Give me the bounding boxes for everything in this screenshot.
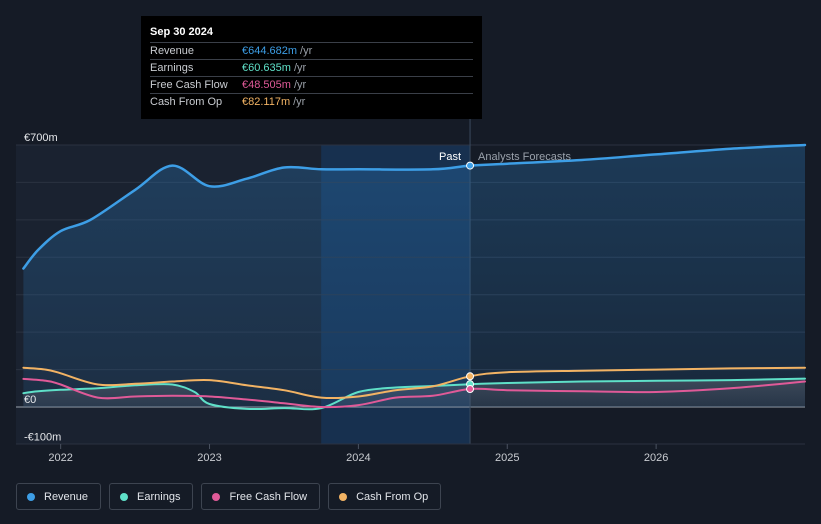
legend-dot-icon [27,492,35,501]
revenue-area [23,145,805,407]
x-tick-label: 2023 [197,452,221,464]
y-tick-label: -€100m [24,431,61,443]
y-tick-label: €700m [24,132,58,144]
tooltip-value: €60.635m [242,62,291,74]
series-line-free-cash-flow [22,377,806,409]
tooltip-row-earnings: Earnings €60.635m /yr [150,59,473,76]
legend-dot-icon [120,492,129,501]
earnings-area [23,378,805,410]
legend: Revenue Earnings Free Cash Flow Cash Fro… [16,483,442,510]
series-line-earnings [22,377,806,411]
series-line-cash-from-op [22,366,806,400]
legend-dot-icon [339,492,348,501]
past-label: Past [439,151,461,163]
marker-free-cash-flow [466,385,475,394]
tooltip-label: Earnings [150,62,194,74]
tooltip-row-free-cash-flow: Free Cash Flow €48.505m /yr [150,76,473,93]
tooltip: Sep 30 2024 Revenue €644.682m /yr Earnin… [141,16,482,119]
legend-item-free-cash-flow[interactable]: Free Cash Flow [201,483,321,510]
forecast-label: Analysts Forecasts [478,151,571,163]
tooltip-label: Cash From Op [150,96,223,108]
legend-item-revenue[interactable]: Revenue [16,483,102,510]
marker-cash-from-op [466,372,475,381]
tooltip-unit: /yr [293,96,306,108]
legend-item-cash-from-op[interactable]: Cash From Op [328,483,442,510]
tooltip-date: Sep 30 2024 [150,26,213,38]
x-tick-label: 2025 [495,452,519,464]
legend-dot-icon [212,492,221,501]
tooltip-value: €82.117m [242,96,291,108]
tooltip-label: Free Cash Flow [150,79,228,91]
tooltip-unit: /yr [293,79,307,91]
legend-label: Free Cash Flow [229,490,308,503]
tooltip-unit: /yr [300,45,313,57]
tooltip-row-cash-from-op: Cash From Op €82.117m /yr [150,93,473,110]
marker-revenue [466,161,475,170]
series-line-revenue [22,143,807,270]
tooltip-label: Revenue [150,45,195,57]
legend-label: Earnings [137,490,181,503]
legend-label: Cash From Op [356,490,429,503]
legend-label: Revenue [44,490,89,503]
legend-item-earnings[interactable]: Earnings [109,483,194,510]
tooltip-unit: /yr [293,62,307,74]
x-tick-label: 2026 [644,452,668,464]
x-tick-label: 2022 [48,452,72,464]
tooltip-value: €48.505m [242,79,291,91]
tooltip-row-revenue: Revenue €644.682m /yr [150,42,473,59]
y-tick-label: €0 [24,394,36,406]
x-tick-label: 2024 [346,452,370,464]
tooltip-value: €644.682m [242,45,298,57]
